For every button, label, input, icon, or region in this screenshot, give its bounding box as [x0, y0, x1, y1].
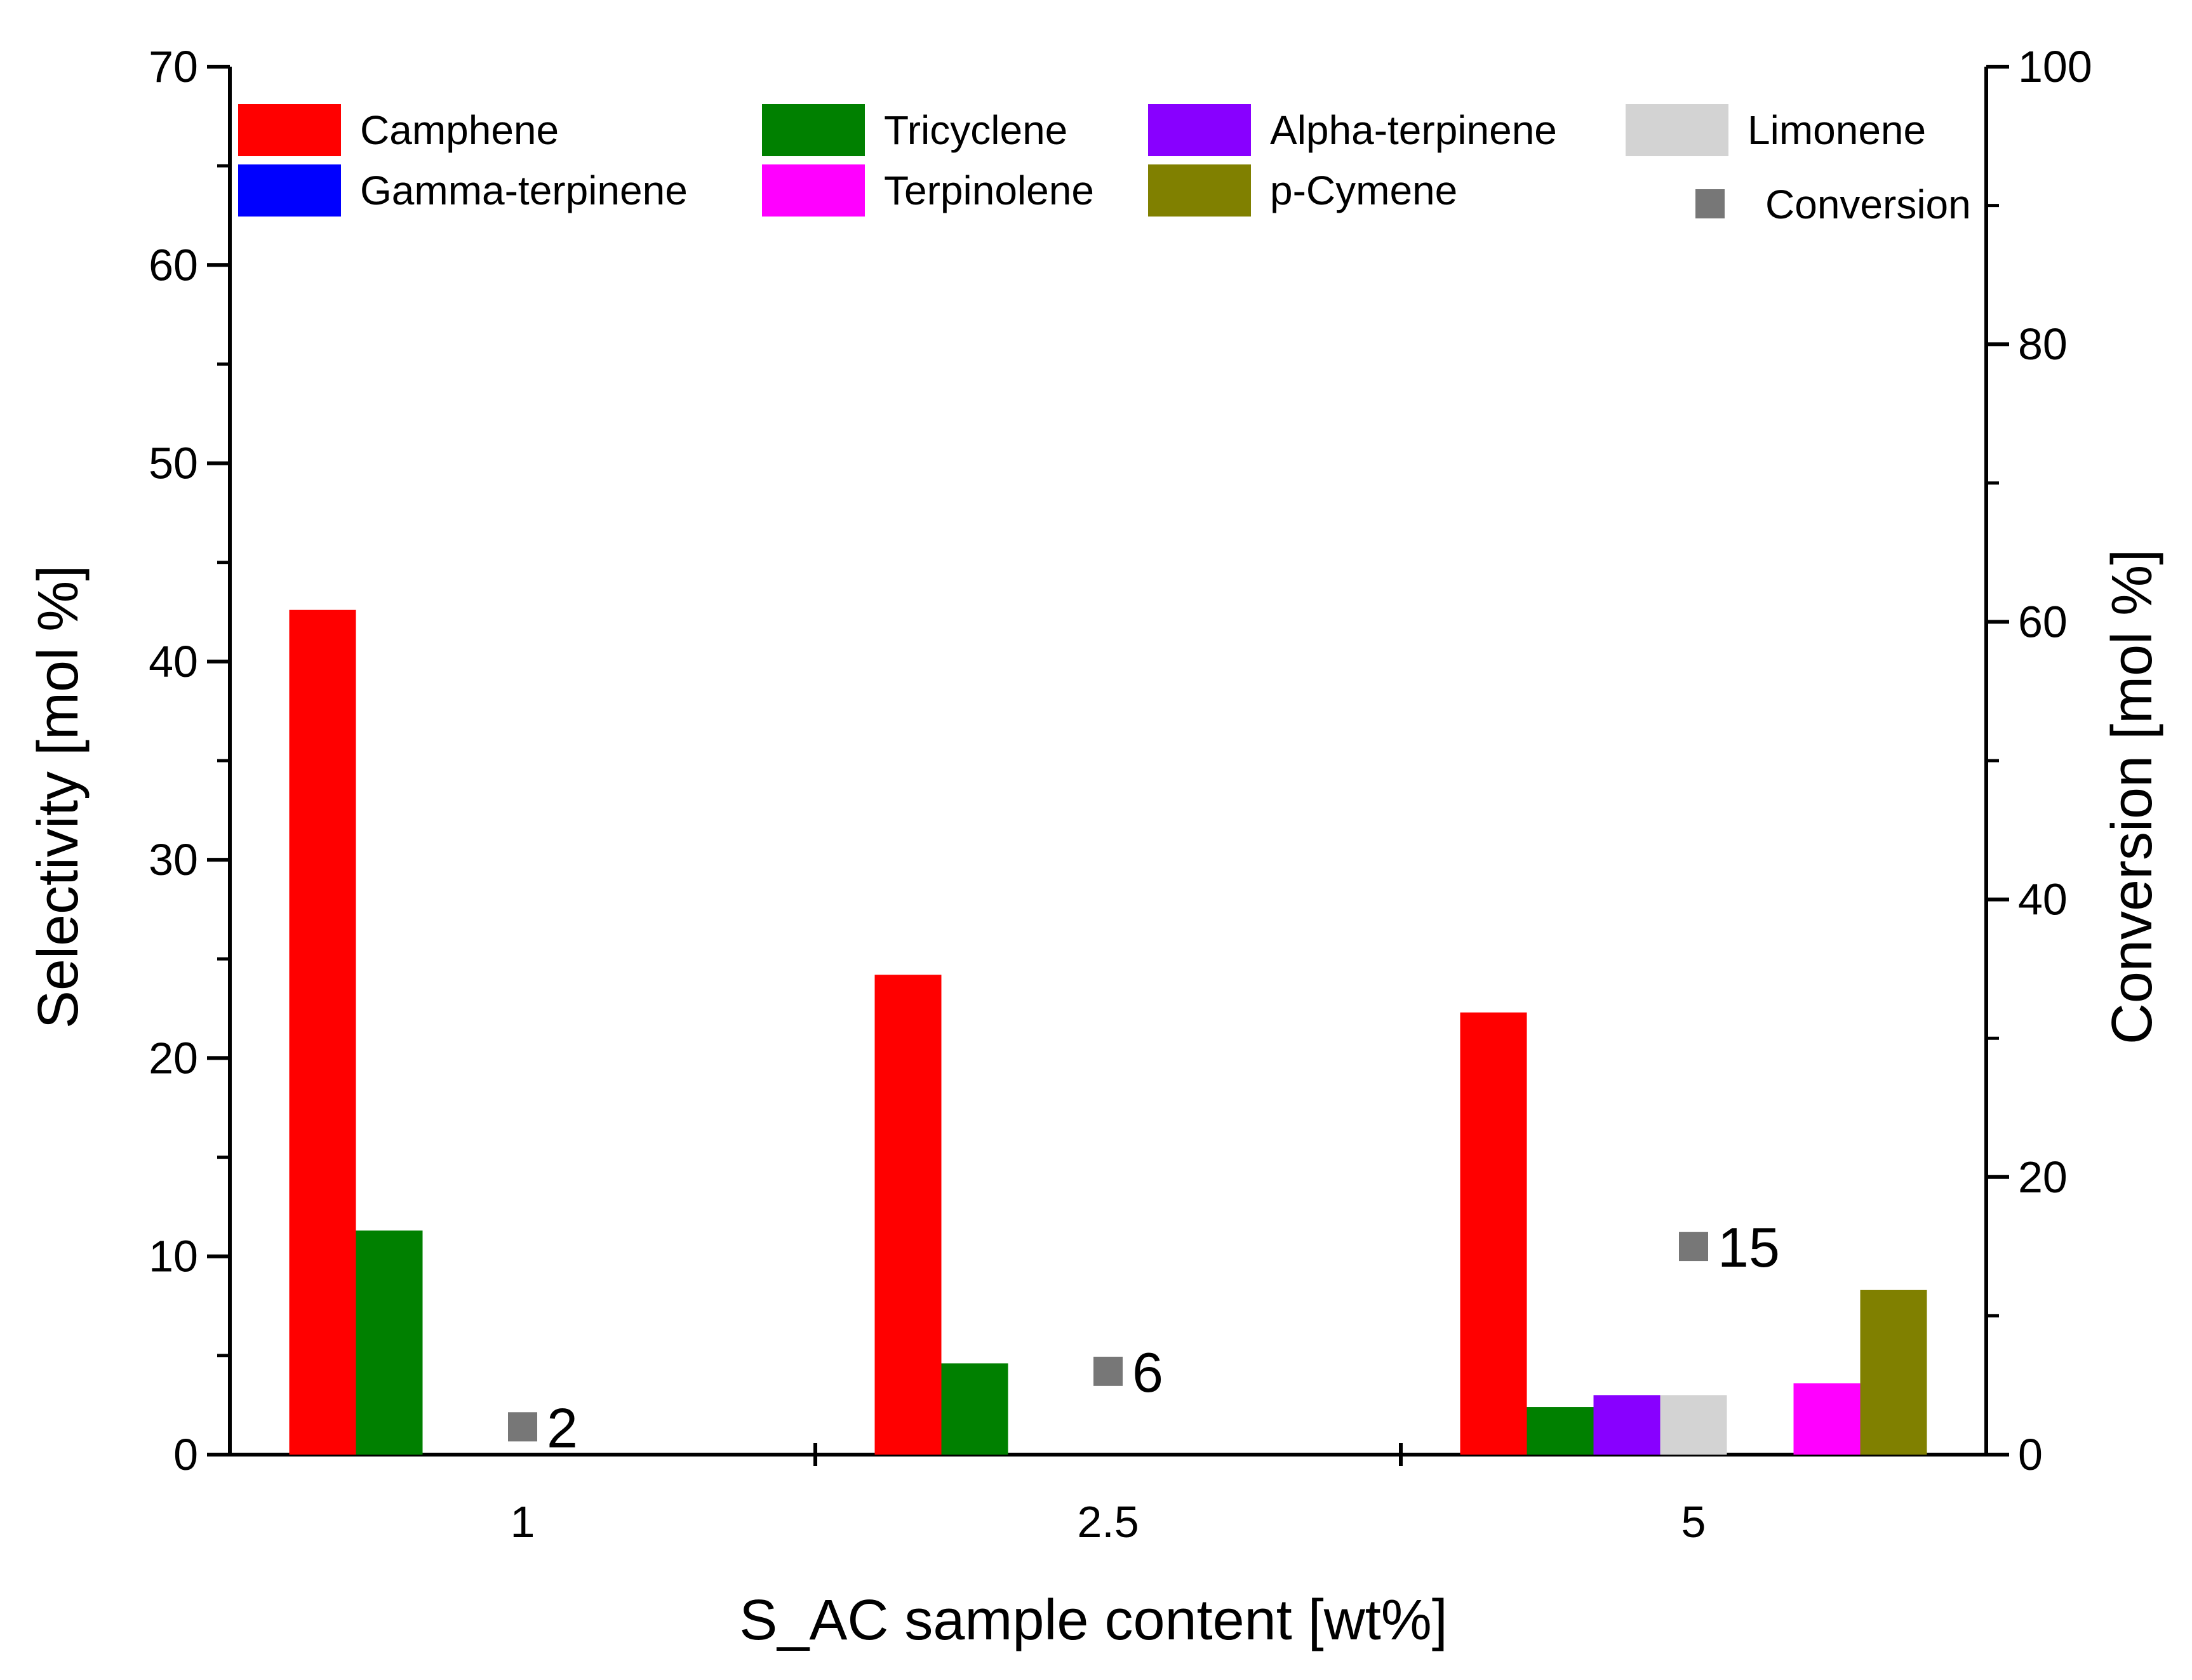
right-tick-label: 0: [2018, 1430, 2043, 1479]
conversion-data-label: 15: [1718, 1216, 1780, 1279]
right-tick-label: 80: [2018, 319, 2068, 369]
legend-label-gamma-terpinene: Gamma-terpinene: [360, 168, 688, 213]
legend-label-camphene: Camphene: [360, 107, 559, 153]
x-axis-title: S_AC sample content [wt%]: [739, 1589, 1448, 1652]
x-tick-label: 1: [511, 1497, 535, 1547]
left-tick-label: 0: [173, 1430, 198, 1479]
left-y-axis: 0 10 20 30 40 50 60 70: [149, 42, 230, 1479]
conversion-marker: [1679, 1232, 1708, 1262]
left-tick-label: 30: [149, 835, 198, 884]
legend-label-tricyclene: Tricyclene: [884, 107, 1067, 153]
legend: Camphene Tricyclene Alpha-terpinene Limonen…: [238, 104, 1971, 227]
bar-tricyclene-5: [1527, 1407, 1594, 1455]
right-tick-label: 40: [2018, 875, 2068, 924]
conversion-data-label: 2: [547, 1396, 578, 1459]
legend-label-p-cymene: p-Cymene: [1270, 168, 1457, 213]
bar-terpinolene-5: [1793, 1383, 1861, 1455]
bar-p-cymene-5: [1860, 1290, 1927, 1455]
legend-swatch-gamma-terpinene: [238, 164, 341, 217]
conversion-markers: 2 6 15: [508, 1216, 1780, 1459]
left-tick-label: 50: [149, 439, 198, 488]
right-tick-label: 100: [2018, 42, 2092, 91]
bar-camphene-1: [289, 610, 356, 1455]
bar-tricyclene-1: [356, 1230, 423, 1455]
legend-swatch-terpinolene: [762, 164, 865, 217]
legend-swatch-camphene: [238, 104, 341, 156]
conversion-marker: [508, 1412, 537, 1442]
legend-swatch-conversion: [1695, 189, 1725, 218]
right-tick-label: 20: [2018, 1152, 2068, 1202]
right-y-axis-title: Conversion [mol %]: [2101, 549, 2164, 1044]
left-tick-label: 10: [149, 1232, 198, 1281]
legend-swatch-alpha-terpinene: [1148, 104, 1251, 156]
legend-label-alpha-terpinene: Alpha-terpinene: [1270, 107, 1557, 153]
legend-label-conversion: Conversion: [1765, 182, 1971, 227]
legend-label-limonene: Limonene: [1748, 107, 1926, 153]
bar-camphene-2-5: [874, 975, 942, 1455]
conversion-marker: [1093, 1356, 1123, 1386]
right-y-axis: 0 20 40 60 80 100: [1986, 42, 2092, 1479]
legend-swatch-tricyclene: [762, 104, 865, 156]
left-tick-label: 70: [149, 42, 198, 91]
left-tick-label: 40: [149, 637, 198, 686]
legend-label-terpinolene: Terpinolene: [884, 168, 1094, 213]
legend-swatch-limonene: [1626, 104, 1728, 156]
x-tick-label: 5: [1681, 1497, 1706, 1547]
left-tick-label: 20: [149, 1033, 198, 1083]
x-tick-label: 2.5: [1077, 1497, 1139, 1547]
legend-swatch-p-cymene: [1148, 164, 1251, 217]
left-y-axis-title: Selectivity [mol %]: [27, 565, 90, 1029]
bars-group: [289, 610, 1927, 1455]
conversion-data-label: 6: [1132, 1341, 1163, 1404]
right-tick-label: 60: [2018, 597, 2068, 646]
x-axis: 1 2.5 5: [511, 1443, 1706, 1547]
bar-limonene-5: [1660, 1395, 1727, 1455]
bar-alpha-terpinene-5: [1593, 1395, 1661, 1455]
bar-camphene-5: [1460, 1012, 1527, 1455]
left-tick-label: 60: [149, 240, 198, 290]
bar-tricyclene-2-5: [941, 1363, 1008, 1455]
